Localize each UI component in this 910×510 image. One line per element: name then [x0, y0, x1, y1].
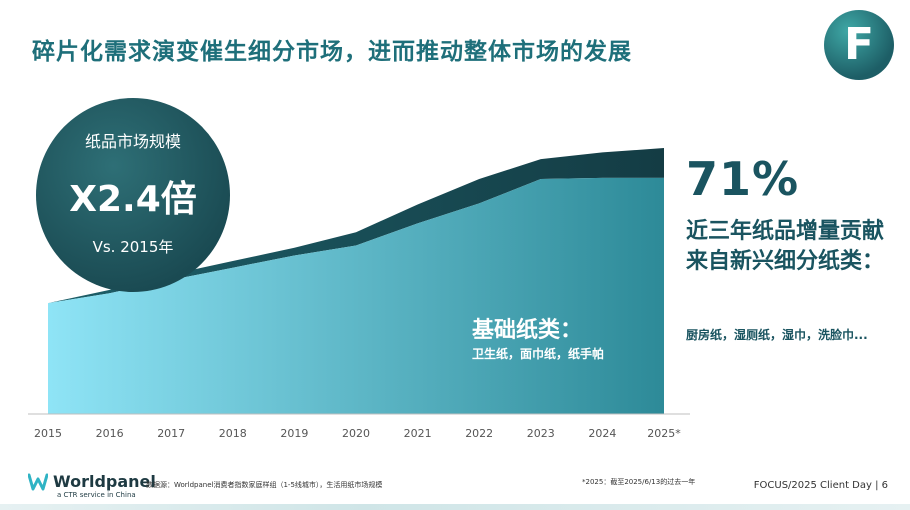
footer-note: *2025：截至2025/6/13的过去一年 [582, 478, 696, 486]
x-tick-label: 2021 [404, 427, 432, 440]
badge-label: 纸品市场规模 [84, 132, 181, 151]
badge-sub: Vs. 2015年 [92, 238, 174, 256]
highlight-examples: 厨房纸，湿厕纸，湿巾，洗脸巾... [686, 328, 868, 342]
logo-letter: F [843, 19, 875, 70]
footer-source: 数据源：Worldpanel消费者指数家庭样组（1-5线城市），生活用纸市场规模 [146, 481, 383, 489]
footer-tagline: a CTR service in China [57, 491, 136, 499]
worldpanel-logo: Worldpanel [28, 472, 156, 491]
series-base-area [48, 177, 664, 414]
footer-page-label: FOCUS/2025 Client Day | 6 [753, 480, 888, 491]
x-tick-label: 2023 [527, 427, 555, 440]
base-category-examples: 卫生纸，面巾纸，纸手帕 [472, 347, 605, 361]
x-tick-label: 2018 [219, 427, 247, 440]
x-tick-label: 2015 [34, 427, 62, 440]
series-emerging-area [48, 148, 664, 304]
x-tick-label: 2022 [465, 427, 493, 440]
x-tick-label: 2017 [157, 427, 185, 440]
worldpanel-mark-icon [28, 473, 48, 490]
base-category-label: 基础纸类： [472, 318, 583, 343]
focus-logo-icon: F [824, 10, 894, 80]
x-tick-label: 2020 [342, 427, 370, 440]
x-tick-label: 2019 [280, 427, 308, 440]
x-tick-label: 2025* [647, 427, 681, 440]
x-tick-label: 2024 [588, 427, 616, 440]
page-title: 碎片化需求演变催生细分市场，进而推动整体市场的发展 [32, 39, 632, 65]
highlight-description: 近三年纸品增量贡献来自新兴细分纸类： [686, 219, 885, 274]
highlight-percent: 71% [686, 152, 800, 206]
bottom-band [0, 504, 910, 510]
footer-brand: Worldpanel [53, 472, 156, 491]
x-tick-label: 2016 [96, 427, 124, 440]
market-size-badge: 纸品市场规模 X2.4倍 Vs. 2015年 [36, 98, 230, 292]
badge-value: X2.4倍 [69, 179, 197, 220]
